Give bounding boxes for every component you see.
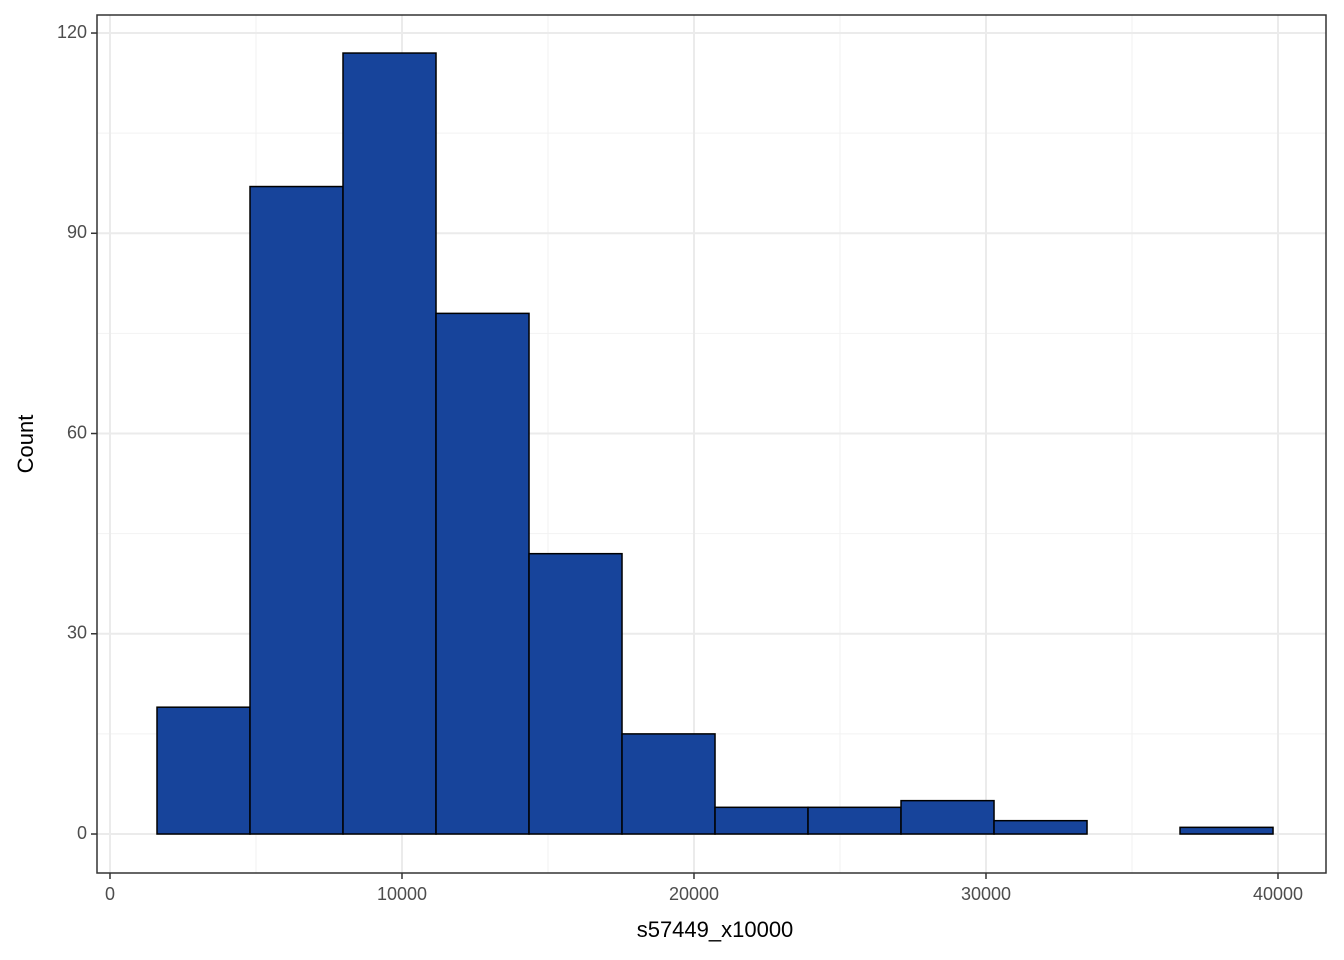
bar xyxy=(156,706,251,835)
bar xyxy=(807,806,902,835)
y-tick-label: 60 xyxy=(67,422,87,442)
x-tick-label: 40000 xyxy=(1253,884,1303,904)
y-axis-title: Count xyxy=(13,415,38,474)
bar xyxy=(342,52,437,835)
y-tick-label: 120 xyxy=(57,22,87,42)
y-tick-label: 30 xyxy=(67,623,87,643)
bar xyxy=(714,806,809,835)
x-axis-title: s57449_x10000 xyxy=(637,917,794,942)
x-tick-label: 20000 xyxy=(669,884,719,904)
y-tick-label: 0 xyxy=(77,823,87,843)
bar xyxy=(528,552,623,835)
x-tick-label: 10000 xyxy=(377,884,427,904)
bar xyxy=(621,733,716,835)
x-tick-label: 0 xyxy=(105,884,115,904)
bar xyxy=(900,799,995,835)
panel-border xyxy=(96,14,1327,874)
bar xyxy=(1179,826,1274,835)
bar xyxy=(435,312,530,835)
bar xyxy=(993,819,1088,835)
y-tick-label: 90 xyxy=(67,222,87,242)
x-tick-label: 30000 xyxy=(961,884,1011,904)
bar xyxy=(249,185,344,835)
